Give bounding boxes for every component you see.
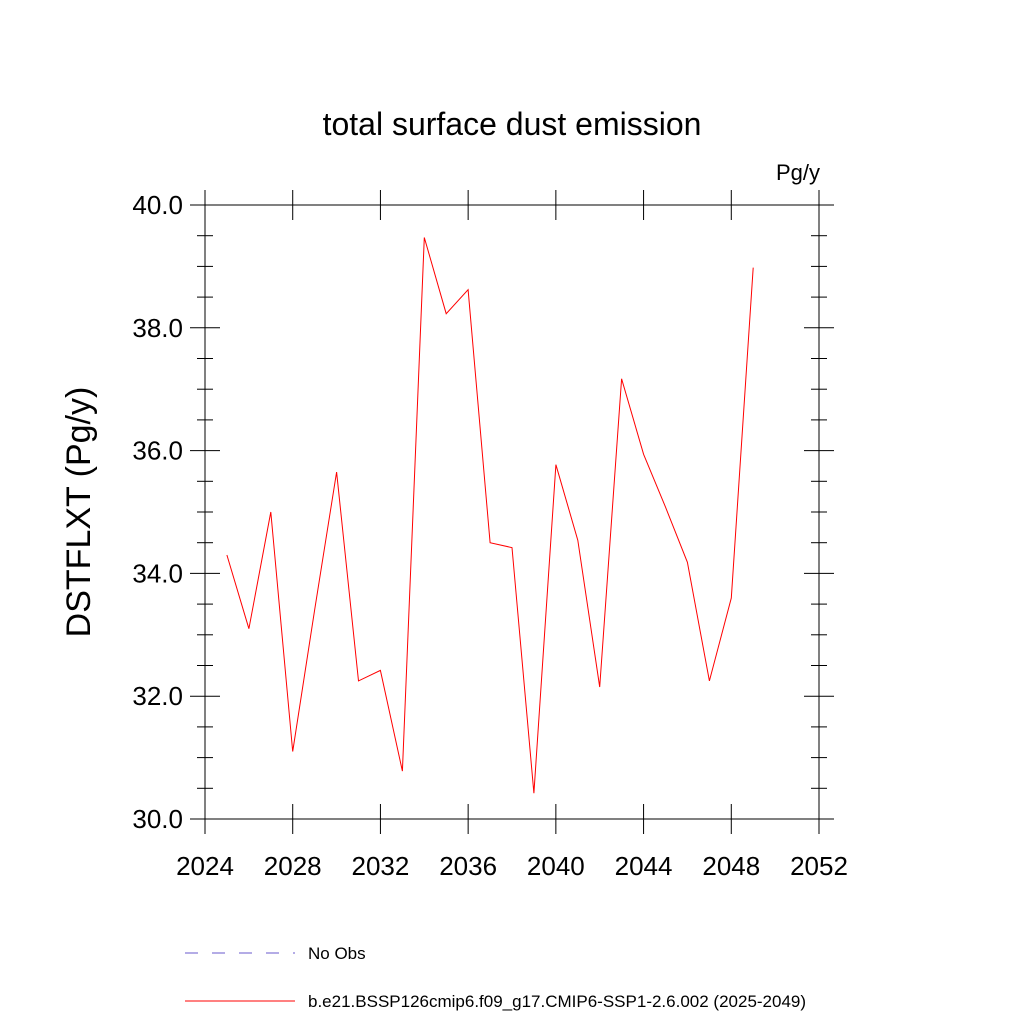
legend-label: No Obs [308, 944, 366, 963]
units-label: Pg/y [776, 160, 820, 185]
x-tick-label: 2028 [264, 851, 322, 881]
legend: No Obs b.e21.BSSP126cmip6.f09_g17.CMIP6-S… [185, 944, 806, 1011]
x-tick-label: 2052 [790, 851, 848, 881]
y-tick-label: 38.0 [132, 313, 183, 343]
y-tick-label: 32.0 [132, 681, 183, 711]
legend-label: b.e21.BSSP126cmip6.f09_g17.CMIP6-SSP1-2.… [308, 992, 806, 1011]
series-layer [226, 237, 754, 794]
y-tick-label: 40.0 [132, 190, 183, 220]
y-tick-label: 30.0 [132, 804, 183, 834]
axis-ticks: 2024 2028 2032 2036 2040 2044 2048 2052 30.0 32.0… [132, 190, 848, 881]
y-tick-label: 34.0 [132, 558, 183, 588]
chart-title: total surface dust emission [323, 106, 702, 142]
x-tick-label: 2040 [527, 851, 585, 881]
x-tick-label: 2024 [176, 851, 234, 881]
x-tick-label: 2044 [615, 851, 673, 881]
plot-frame [204, 204, 820, 820]
series-line [226, 237, 754, 794]
x-tick-label: 2036 [439, 851, 497, 881]
y-axis-label: DSTFLXT (Pg/y) [60, 387, 98, 638]
y-tick-label: 36.0 [132, 436, 183, 466]
x-tick-label: 2048 [702, 851, 760, 881]
x-tick-label: 2032 [352, 851, 410, 881]
